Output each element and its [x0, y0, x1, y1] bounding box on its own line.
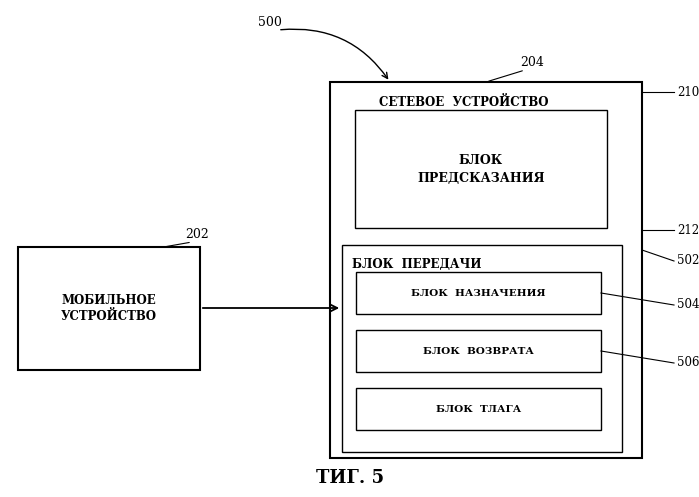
Text: 210: 210: [677, 85, 699, 98]
Text: 504: 504: [677, 299, 699, 312]
Text: БЛОК
ПРЕДСКАЗАНИЯ: БЛОК ПРЕДСКАЗАНИЯ: [417, 154, 545, 184]
Text: БЛОК  ПЕРЕДАЧИ: БЛОК ПЕРЕДАЧИ: [352, 258, 482, 271]
Text: СЕТЕВОЕ  УСТРОЙСТВО: СЕТЕВОЕ УСТРОЙСТВО: [380, 95, 549, 108]
Text: 202: 202: [185, 229, 209, 242]
Text: МОБИЛЬНОЕ
УСТРОЙСТВО: МОБИЛЬНОЕ УСТРОЙСТВО: [61, 294, 157, 324]
Bar: [342, 245, 622, 452]
Bar: [18, 247, 200, 370]
Bar: [356, 388, 601, 430]
Text: 500: 500: [258, 15, 282, 28]
Text: 502: 502: [677, 254, 699, 267]
Bar: [356, 272, 601, 314]
Text: БЛОК  ВОЗВРАТА: БЛОК ВОЗВРАТА: [423, 346, 534, 355]
Bar: [330, 82, 642, 458]
Text: БЛОК  НАЗНАЧЕНИЯ: БЛОК НАЗНАЧЕНИЯ: [411, 288, 546, 298]
Text: 506: 506: [677, 356, 699, 369]
Text: БЛОК  ΤЛАГА: БЛОК ΤЛАГА: [436, 405, 521, 414]
Text: ΤИГ. 5: ΤИГ. 5: [316, 469, 384, 487]
Bar: [356, 330, 601, 372]
Text: 212: 212: [677, 224, 699, 237]
Text: 204: 204: [520, 56, 544, 69]
Bar: [355, 110, 607, 228]
